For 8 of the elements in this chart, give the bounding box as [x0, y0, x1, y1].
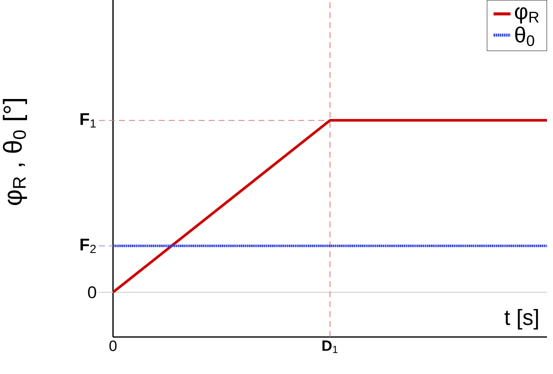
ref-line-label: F$_{2}$ — [80, 238, 96, 253]
x-tick-label: D$_{1}$ — [322, 340, 338, 354]
y-axis-title: φ$_{R}$ , θ$_{0}$ [°] — [2, 99, 28, 206]
ref-line-label: 0 — [88, 286, 96, 298]
x-axis-title: t [s] — [504, 309, 538, 330]
legend-label: φ$_{R}$ — [514, 7, 539, 24]
ref-line-label: F$_{1}$ — [80, 113, 96, 128]
legend-label: θ$_{0}$ — [515, 26, 534, 46]
